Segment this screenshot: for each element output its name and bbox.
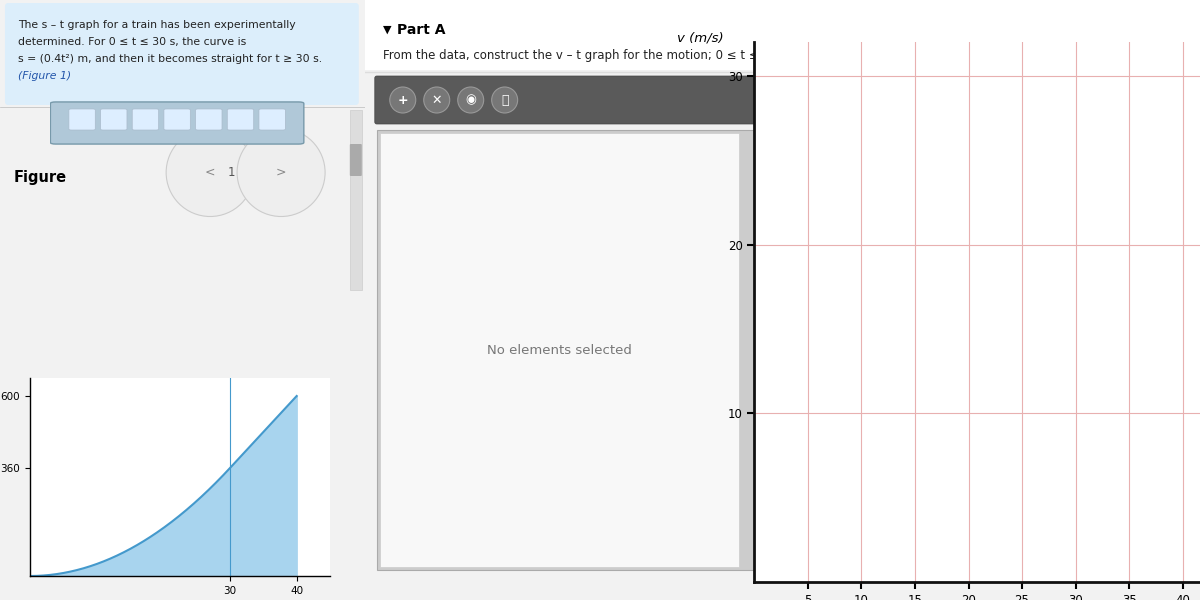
Text: ⟳: ⟳ — [1175, 95, 1184, 105]
Text: ⎕: ⎕ — [500, 94, 509, 107]
FancyBboxPatch shape — [227, 109, 253, 130]
FancyBboxPatch shape — [259, 109, 286, 130]
FancyBboxPatch shape — [50, 102, 304, 144]
Text: ∨: ∨ — [1148, 95, 1156, 105]
FancyBboxPatch shape — [5, 3, 359, 105]
Circle shape — [1140, 88, 1164, 112]
Text: From the data, construct the v – t graph for the motion; 0 ≤ t ≤ 40 s.: From the data, construct the v – t graph… — [383, 49, 791, 61]
FancyBboxPatch shape — [374, 76, 1188, 124]
Text: Figure: Figure — [14, 170, 67, 185]
Text: +: + — [397, 94, 408, 107]
Text: <: < — [205, 166, 215, 179]
FancyBboxPatch shape — [196, 109, 222, 130]
Circle shape — [424, 87, 450, 113]
Circle shape — [492, 87, 517, 113]
Y-axis label: v (m/s): v (m/s) — [677, 31, 724, 44]
Text: Part A: Part A — [397, 23, 445, 37]
Circle shape — [390, 87, 415, 113]
Text: (Figure 1): (Figure 1) — [18, 71, 71, 81]
Circle shape — [457, 87, 484, 113]
Text: ⚡: ⚡ — [1120, 95, 1128, 105]
Text: 1 of 1: 1 of 1 — [228, 166, 262, 179]
Circle shape — [1112, 88, 1136, 112]
Circle shape — [1168, 88, 1192, 112]
FancyBboxPatch shape — [350, 110, 362, 290]
Text: ✕: ✕ — [432, 94, 442, 107]
FancyBboxPatch shape — [132, 109, 158, 130]
FancyBboxPatch shape — [101, 109, 127, 130]
FancyBboxPatch shape — [365, 0, 1200, 70]
Text: ◉: ◉ — [466, 94, 476, 107]
Text: s = (0.4t²) m, and then it becomes straight for t ≥ 30 s.: s = (0.4t²) m, and then it becomes strai… — [18, 54, 322, 64]
Text: determined. For 0 ≤ t ≤ 30 s, the curve is: determined. For 0 ≤ t ≤ 30 s, the curve … — [18, 37, 246, 47]
Text: No elements selected: No elements selected — [487, 343, 632, 356]
Text: ▼: ▼ — [383, 25, 391, 35]
Text: The s – t graph for a train has been experimentally: The s – t graph for a train has been exp… — [18, 20, 295, 30]
FancyBboxPatch shape — [377, 130, 1186, 570]
FancyBboxPatch shape — [68, 109, 95, 130]
Text: >: > — [276, 166, 287, 179]
FancyBboxPatch shape — [164, 109, 191, 130]
FancyBboxPatch shape — [350, 144, 362, 176]
FancyBboxPatch shape — [379, 133, 739, 567]
